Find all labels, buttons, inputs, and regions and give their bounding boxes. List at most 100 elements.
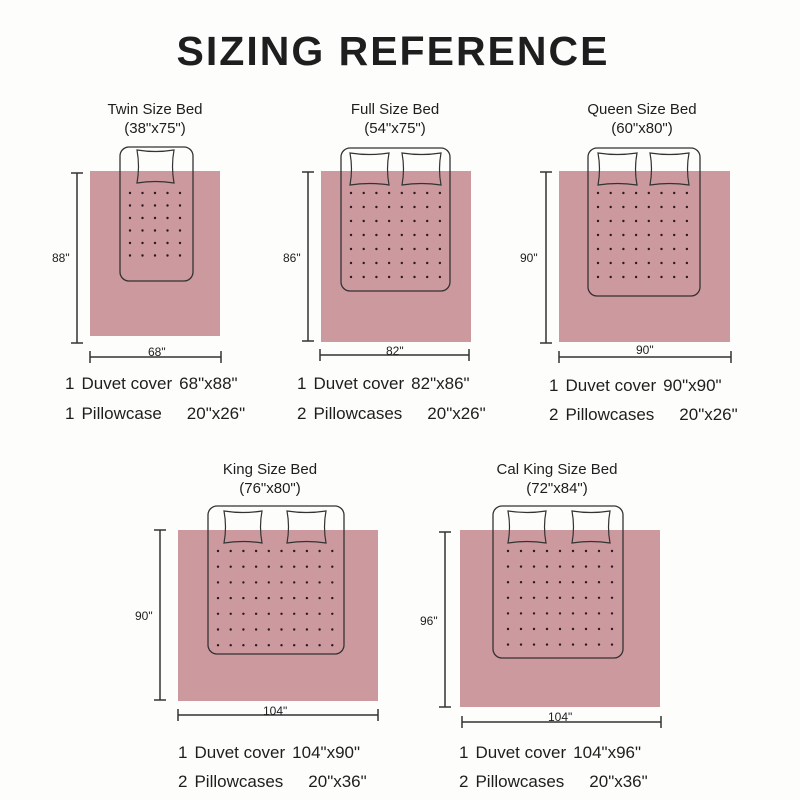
tuft-dot — [634, 247, 638, 251]
tuft-dot — [267, 644, 270, 647]
tuft-dot — [571, 643, 575, 646]
tuft-dot — [128, 241, 132, 245]
tuft-dot — [673, 275, 676, 279]
tuft-dot — [647, 247, 650, 251]
tuft-dot — [318, 581, 321, 584]
included-item-line: 2 Pillowcases 20"x26" — [297, 404, 486, 424]
tuft-dot — [254, 644, 258, 647]
tuft-dot — [375, 233, 378, 237]
tuft-dot — [349, 191, 353, 195]
tuft-dot — [166, 216, 169, 220]
tuft-dot — [685, 219, 689, 223]
tuft-dot — [532, 581, 536, 584]
tuft-dot — [596, 275, 600, 279]
tuft-dot — [558, 627, 562, 631]
tuft-dot — [532, 612, 536, 615]
tuft-dot — [216, 596, 220, 600]
tuft-dot — [584, 643, 588, 646]
tuft-dot — [400, 261, 403, 265]
tuft-dot — [280, 549, 283, 553]
tuft-dot — [610, 627, 614, 631]
tuft-dot — [305, 549, 309, 553]
tuft-dot — [634, 233, 638, 237]
tuft-dot — [375, 191, 378, 195]
tuft-dot — [153, 229, 157, 232]
tuft-dot — [293, 596, 296, 600]
tuft-dot — [331, 612, 334, 615]
tuft-dot — [558, 549, 562, 553]
tuft-dot — [597, 612, 601, 615]
item-quantity: 1 — [178, 743, 188, 762]
tuft-dot — [622, 247, 625, 251]
item-quantity: 2 — [549, 405, 559, 424]
tuft-dot — [597, 627, 601, 631]
included-item-line: 1 Pillowcase 20"x26" — [65, 404, 245, 424]
tuft-dot — [532, 643, 536, 646]
tuft-dot — [331, 549, 334, 553]
tuft-dot — [685, 261, 689, 265]
height-label: 90" — [135, 609, 153, 623]
tuft-dot — [673, 247, 676, 251]
tuft-dot — [584, 581, 588, 584]
tuft-dot — [242, 644, 245, 647]
tuft-dot — [647, 219, 650, 223]
width-label: 104" — [263, 704, 288, 718]
tuft-dot — [267, 549, 270, 553]
tuft-dot — [349, 275, 353, 279]
tuft-dot — [362, 233, 365, 237]
tuft-dot — [293, 612, 296, 615]
tuft-dot — [660, 233, 663, 237]
tuft-dot — [506, 549, 510, 553]
tuft-dot — [647, 261, 650, 265]
tuft-dot — [426, 261, 429, 265]
tuft-dot — [362, 261, 365, 265]
pillow-icon — [349, 152, 390, 186]
tuft-dot — [331, 565, 334, 568]
tuft-dot — [128, 191, 132, 195]
item-size: 20"x36" — [589, 772, 648, 791]
tuft-dot — [178, 254, 182, 257]
included-item-line: 2 Pillowcases 20"x36" — [459, 772, 648, 792]
bed-title: Twin Size Bed — [107, 101, 203, 118]
tuft-dot — [362, 191, 365, 195]
included-item-line: 2 Pillowcases 20"x26" — [549, 405, 738, 425]
tuft-dot — [438, 247, 442, 251]
tuft-dot — [362, 219, 365, 223]
tuft-dot — [685, 205, 689, 209]
page-title: SIZING REFERENCE — [176, 28, 610, 74]
tuft-dot — [375, 261, 378, 265]
tuft-dot — [545, 596, 549, 599]
tuft-dot — [609, 261, 612, 265]
tuft-dot — [387, 219, 391, 223]
tuft-dot — [349, 205, 353, 209]
item-name: Duvet cover — [194, 743, 286, 762]
tuft-dot — [331, 596, 334, 600]
tuft-dot — [141, 241, 144, 245]
included-item-line: 1 Duvet cover 104"x96" — [459, 743, 641, 763]
tuft-dot — [571, 596, 575, 599]
tuft-dot — [673, 261, 676, 265]
tuft-dot — [267, 628, 270, 631]
tuft-dot — [660, 205, 663, 209]
bed-title: Cal King Size Bed — [496, 461, 618, 478]
tuft-dot — [660, 219, 663, 223]
tuft-dot — [519, 627, 523, 631]
bed-outline — [207, 505, 345, 655]
tuft-dot — [153, 254, 157, 257]
tuft-dot — [242, 549, 245, 553]
tuft-dot — [413, 261, 416, 265]
tuft-dot — [634, 191, 638, 195]
tuft-dot — [596, 233, 600, 237]
item-name: Duvet cover — [475, 743, 567, 762]
tuft-dot — [426, 205, 429, 209]
tuft-dot — [349, 219, 353, 223]
tuft-dot — [413, 233, 416, 237]
item-size: 20"x26" — [186, 404, 246, 423]
tuft-dot — [128, 216, 132, 220]
bed-title: Queen Size Bed — [587, 101, 697, 118]
pillow-icon — [571, 510, 611, 544]
tuft-dot — [375, 275, 378, 279]
included-item-line: 1 Duvet cover 82"x86" — [297, 374, 470, 394]
tuft-dot — [634, 205, 638, 209]
tuft-dot — [280, 628, 283, 631]
